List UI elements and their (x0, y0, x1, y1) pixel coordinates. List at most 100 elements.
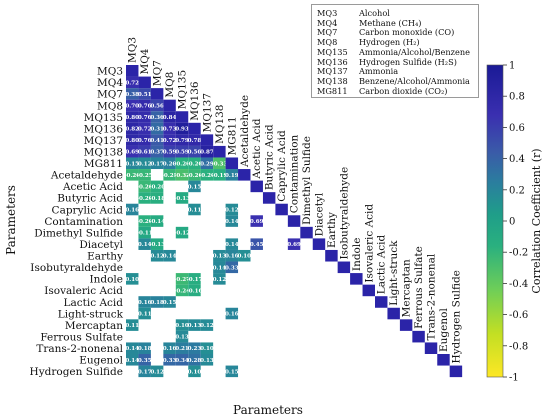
heatmap-cell-value: 0.76 (138, 103, 152, 109)
heatmap-cell-fill (200, 169, 214, 181)
heatmap-cell-value: 0.17 (138, 369, 152, 375)
heatmap-cell: 0.31 (150, 122, 164, 135)
heatmap-cell-fill (188, 180, 201, 193)
colorbar-ticks: 1 0.8 0.6 0.4 0.2 0 -0.2 -0.4 -0.6 -0.8 -1 (503, 61, 528, 384)
heatmap-cell-fill (138, 157, 151, 170)
heatmap-cell: 0.29 (200, 157, 214, 170)
column-label: Hydrogen Sulfide (450, 270, 462, 363)
heatmap-cell-fill (138, 88, 151, 100)
heatmap-cell-value: 0.79 (175, 138, 189, 144)
diagonal-cell (250, 180, 263, 193)
heatmap-cell-value: -0.20 (186, 161, 202, 167)
heatmap-cell-fill (188, 284, 201, 297)
column-label: Acetic Acid (251, 118, 263, 179)
diagonal-cell (262, 192, 276, 204)
legend-gas-name: Carbon monoxide (CO) (359, 27, 455, 38)
row-label: Acetic Acid (62, 181, 123, 193)
heatmap-cell-value: 0.31 (150, 127, 164, 133)
heatmap-cell: 0.12 (150, 249, 164, 262)
row-label: Light-struck (58, 308, 124, 320)
heatmap-cell: -0.27 (174, 273, 190, 285)
heatmap-cell-value: 0.87 (200, 150, 214, 156)
heatmap-cell: 0.10 (200, 342, 214, 354)
colorbar-tick-label: -0.6 (509, 310, 528, 321)
heatmap-cell-value: 0.12 (138, 161, 152, 167)
heatmap-cell-value: -0.13 (174, 196, 190, 202)
row-label: Butyric Acid (57, 193, 123, 205)
heatmap-cell-value: 0.33 (163, 358, 177, 364)
legend-entry: MQ8 Hydrogen (H₂) (317, 37, 420, 47)
heatmap-cell-value: 0.72 (163, 138, 177, 144)
heatmap-cell-value: 0.41 (150, 138, 164, 144)
heatmap-cell-fill (175, 192, 189, 204)
heatmap-cell-fill (225, 238, 239, 250)
sensor-legend: MQ3 Alcohol MQ4 Methane (CH₄) MQ7 Carbon mono… (311, 4, 479, 98)
legend-sensor-code: MQ137 (317, 66, 348, 77)
heatmap-cell: 0.37 (150, 145, 164, 158)
heatmap-cell-fill (163, 157, 176, 170)
row-label: Earthy (87, 251, 123, 263)
heatmap-cell-value: 0.16 (125, 208, 139, 214)
row-label: Lactic Acid (64, 297, 124, 309)
row-label: Trans-2-nonenal (36, 343, 123, 355)
heatmap-cell-value: -0.20 (199, 173, 215, 179)
heatmap-cell-fill (200, 354, 214, 366)
heatmap-cell-fill (175, 342, 189, 354)
heatmap-cell: -0.20 (137, 215, 153, 227)
x-axis-title: Parameters (233, 403, 303, 417)
heatmap-cell: 0.12 (213, 273, 226, 285)
heatmap-cell: 0.15 (163, 296, 176, 308)
heatmap-cell: 0.76 (138, 99, 152, 112)
legend-sensor-code: MG811 (317, 85, 348, 96)
heatmap-cell: 0.10 (237, 249, 251, 262)
heatmap-cell: 0.34 (175, 354, 189, 366)
heatmap-cell: -0.33 (211, 157, 227, 170)
heatmap-cell-value: -0.20 (137, 219, 153, 225)
heatmap-cell-fill (138, 145, 151, 158)
colorbar-title: Correlation Coefficient (r) (530, 148, 543, 293)
diagonal-cell (424, 342, 438, 354)
heatmap-cell-fill (163, 122, 176, 135)
column-label: MQ7 (152, 60, 164, 86)
heatmap-cell-fill (238, 249, 251, 262)
heatmap-cell: 0.78 (188, 134, 201, 146)
column-label: Caprylic Acid (276, 130, 288, 202)
heatmap-cell-value: 0.38 (125, 92, 139, 98)
heatmap-cell-value: 0.84 (163, 115, 177, 121)
heatmap-cell-fill (126, 203, 139, 216)
legend-sensor-code: MQ3 (317, 8, 338, 18)
column-label: Diacetyl (313, 192, 325, 236)
heatmap-cell-value: 0.16 (225, 254, 239, 260)
heatmap-cell-value: 0.15 (188, 184, 202, 190)
heatmap-cell-fill (138, 122, 151, 135)
heatmap-cell: 0.33 (163, 354, 177, 366)
legend-entry: MQ136 Hydrogen Sulfide (H₂S) (317, 57, 457, 67)
row-label: MQ137 (84, 135, 123, 147)
heatmap-cell-fill (138, 296, 151, 308)
heatmap-cell: -0.26 (186, 169, 203, 181)
heatmap-cell: 0.12 (138, 157, 152, 170)
heatmap-cell: 0.73 (163, 122, 176, 135)
heatmap-cell-fill (188, 203, 201, 216)
heatmap-cell: -0.18 (149, 192, 165, 204)
heatmap-cell-value: 0.69 (125, 150, 139, 156)
heatmap-cell-fill (188, 134, 201, 146)
heatmap-cell-fill (126, 157, 139, 170)
heatmap-cell: -0.12 (174, 226, 190, 239)
heatmap-cell-value: 0.82 (125, 127, 139, 133)
heatmap-cell-fill (163, 296, 176, 308)
heatmap-cell-fill (126, 122, 139, 135)
heatmap-cell-value: 0.13 (213, 254, 227, 260)
heatmap-cell-fill (150, 238, 164, 250)
heatmap-cell-fill (175, 169, 189, 181)
heatmap-cell-value: 0.18 (138, 346, 152, 352)
heatmap-cell-value: 0.61 (138, 150, 152, 156)
row-labels: MQ3MQ4MQ7MQ8MQ135MQ136MQ137MQ138MG811Ace… (30, 66, 124, 379)
diagonal-cell (188, 122, 201, 135)
colorbar-tick-label: 0.8 (509, 92, 525, 103)
heatmap-cell-value: 0.15 (125, 161, 139, 167)
diagonal-cell (238, 169, 251, 181)
heatmap-cell: 0.16 (225, 249, 239, 262)
heatmap-cell: 0.59 (175, 145, 189, 158)
heatmap-cell: -0.20 (137, 192, 153, 204)
